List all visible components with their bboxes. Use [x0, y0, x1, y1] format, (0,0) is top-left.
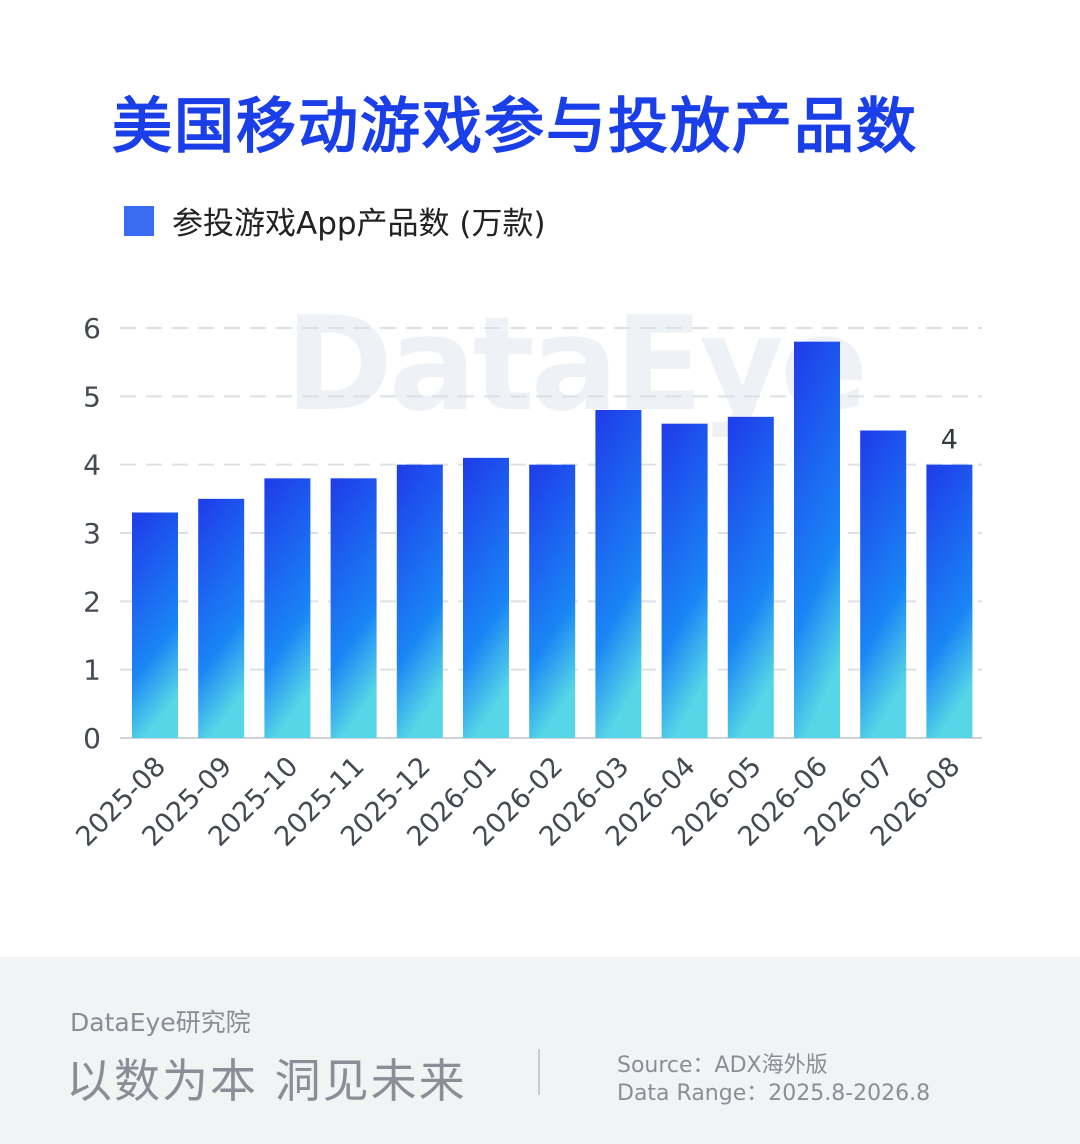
- y-tick-label: 4: [83, 449, 101, 482]
- footer-divider: [538, 1049, 540, 1095]
- y-tick-label: 6: [83, 312, 101, 345]
- footer: DataEye研究院 以数为本 洞见未来 Source：ADX海外版 Data …: [0, 957, 1080, 1144]
- legend: 参投游戏App产品数 (万款): [124, 198, 546, 243]
- chart-title: 美国移动游戏参与投放产品数: [112, 92, 918, 162]
- bar: [794, 341, 840, 738]
- bar: [198, 498, 245, 738]
- footer-brand: DataEye研究院: [70, 1008, 251, 1037]
- bar: [926, 464, 973, 738]
- bar: [661, 423, 708, 738]
- footer-range: Data Range：2025.8-2026.8: [617, 1081, 931, 1106]
- y-tick-label: 0: [83, 722, 101, 755]
- bar: [727, 416, 774, 738]
- bar: [860, 430, 907, 738]
- y-tick-label: 3: [83, 517, 101, 550]
- bar: [132, 512, 178, 738]
- footer-slogan: 以数为本 洞见未来: [66, 1054, 467, 1108]
- y-tick-label: 5: [83, 380, 101, 413]
- data-label: 4: [941, 425, 958, 456]
- legend-swatch: [124, 205, 154, 236]
- bar-chart: 01234562025-082025-092025-102025-112025-…: [70, 312, 982, 853]
- footer-source: Source：ADX海外版: [617, 1053, 828, 1078]
- bar: [463, 457, 509, 738]
- y-tick-label: 2: [83, 585, 101, 618]
- bar: [595, 410, 642, 738]
- y-tick-label: 1: [83, 654, 101, 687]
- bar: [330, 478, 377, 738]
- bar: [529, 464, 576, 738]
- bar: [396, 464, 443, 738]
- bar: [264, 478, 311, 738]
- legend-label: 参投游戏App产品数 (万款): [172, 206, 546, 242]
